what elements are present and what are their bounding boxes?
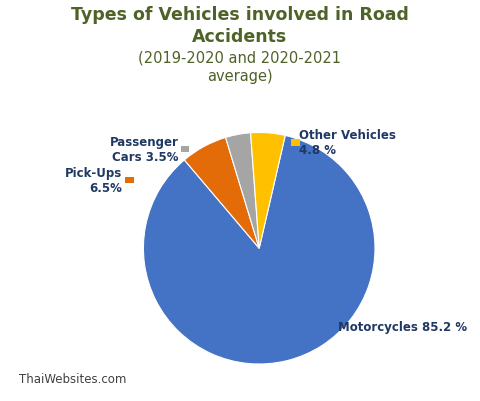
Text: Passenger
Cars 3.5%: Passenger Cars 3.5% bbox=[109, 136, 179, 163]
Text: Pick-Ups
6.5%: Pick-Ups 6.5% bbox=[65, 166, 122, 194]
Text: Types of Vehicles involved in Road
Accidents: Types of Vehicles involved in Road Accid… bbox=[71, 6, 409, 46]
Text: ThaiWebsites.com: ThaiWebsites.com bbox=[19, 372, 127, 385]
Text: (2019-2020 and 2020-2021
average): (2019-2020 and 2020-2021 average) bbox=[139, 50, 341, 84]
Text: Motorcycles 85.2 %: Motorcycles 85.2 % bbox=[338, 321, 468, 334]
Text: Other Vehicles
4.8 %: Other Vehicles 4.8 % bbox=[299, 129, 396, 157]
Wedge shape bbox=[251, 133, 285, 249]
Wedge shape bbox=[226, 134, 259, 249]
Wedge shape bbox=[184, 138, 259, 249]
Wedge shape bbox=[144, 136, 375, 364]
